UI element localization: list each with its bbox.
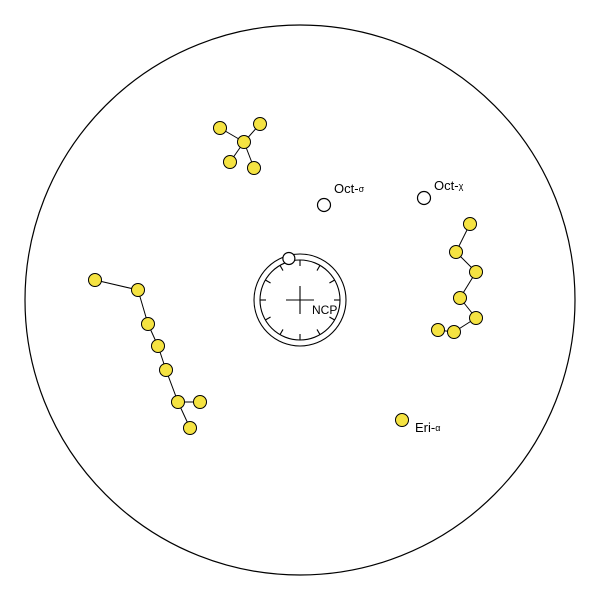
star-marker	[214, 122, 227, 135]
dial-tick	[280, 329, 283, 334]
star-marker	[194, 396, 207, 409]
star-marker	[470, 312, 483, 325]
dial-tick	[280, 265, 283, 270]
star-marker	[152, 340, 165, 353]
open-star-oct-sigma-star	[318, 199, 331, 212]
star-marker	[448, 326, 461, 339]
ncp-label: NCP	[312, 303, 337, 317]
dial-tick	[329, 317, 334, 320]
star-eri-alpha-star	[396, 414, 409, 427]
dial-knob	[283, 252, 295, 264]
label-eri-alpha: Eri-α	[415, 420, 440, 435]
dial-tick	[265, 317, 270, 320]
star-marker	[470, 266, 483, 279]
star-marker	[224, 156, 237, 169]
star-marker	[254, 118, 267, 131]
star-marker	[450, 246, 463, 259]
star-marker	[160, 364, 173, 377]
asterism-left-chain	[89, 274, 207, 435]
star-marker	[248, 162, 261, 175]
label-main: Oct-	[334, 181, 359, 196]
star-marker	[132, 284, 145, 297]
label-oct-sigma: Oct-σ	[334, 181, 365, 196]
star-marker	[238, 136, 251, 149]
center-dial: NCP	[254, 252, 346, 346]
label-main: Eri-	[415, 420, 435, 435]
dial-tick	[317, 329, 320, 334]
open-star-oct-chi-star	[418, 192, 431, 205]
star-marker	[432, 324, 445, 337]
star-marker	[172, 396, 185, 409]
label-sub: σ	[359, 184, 365, 194]
dial-tick	[317, 265, 320, 270]
label-sub: α	[435, 423, 440, 433]
star-marker	[142, 318, 155, 331]
star-marker	[89, 274, 102, 287]
dial-tick	[329, 280, 334, 283]
star-marker	[454, 292, 467, 305]
dial-tick	[265, 280, 270, 283]
label-main: Oct-	[434, 178, 459, 193]
star-marker	[464, 218, 477, 231]
asterism-right-chain	[432, 218, 483, 339]
label-oct-chi: Oct-χ	[434, 178, 464, 193]
label-sub: χ	[459, 181, 464, 191]
star-marker	[184, 422, 197, 435]
asterism-top-cross	[214, 118, 267, 175]
